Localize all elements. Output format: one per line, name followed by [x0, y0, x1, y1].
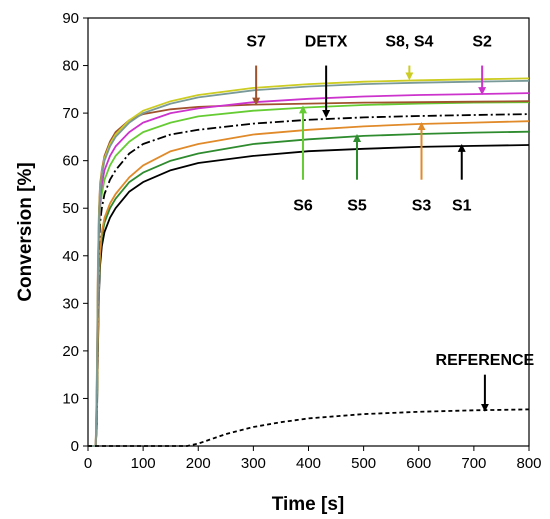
- label-s8-s4: S8, S4: [385, 34, 433, 51]
- series-line-reference: [88, 408, 530, 447]
- series-layer: [88, 77, 530, 447]
- series-line-s8-s4: [88, 79, 530, 447]
- x-tick-label: 800: [516, 455, 541, 472]
- series-line-s1: [88, 144, 530, 447]
- y-tick-label: 60: [62, 153, 79, 170]
- y-tick-label: 30: [62, 295, 79, 312]
- x-tick-label: 100: [131, 455, 156, 472]
- series-line-detx: [88, 113, 530, 447]
- x-tick-label: 400: [296, 455, 321, 472]
- label-s3: S3: [412, 198, 432, 215]
- x-axis-title: Time [s]: [272, 494, 345, 515]
- y-tick-label: 70: [62, 105, 79, 122]
- label-s6: S6: [293, 198, 313, 215]
- label-s7: S7: [246, 34, 266, 51]
- x-tick-label: 300: [241, 455, 266, 472]
- series-line-s3: [88, 120, 530, 447]
- y-tick-label: 90: [62, 10, 79, 27]
- label-detx: DETX: [305, 34, 348, 51]
- y-tick-label: 40: [62, 248, 79, 265]
- x-tick-label: 600: [406, 455, 431, 472]
- series-line-s6: [88, 101, 530, 447]
- y-tick-label: 10: [62, 390, 79, 407]
- series-line-s7: [88, 100, 530, 447]
- y-axis-title: Conversion [%]: [15, 162, 36, 301]
- y-axis-ticks: 0 10 20 30 40 50 60 70 80 90: [62, 10, 88, 455]
- y-tick-label: 20: [62, 343, 79, 360]
- x-axis-ticks: 0 100 200 300 400 500 600 700 800: [84, 446, 542, 472]
- y-tick-label: 50: [62, 200, 79, 217]
- x-tick-label: 0: [84, 455, 92, 472]
- label-s2: S2: [472, 34, 492, 51]
- x-tick-label: 500: [351, 455, 376, 472]
- label-s5: S5: [347, 198, 367, 215]
- y-tick-label: 80: [62, 58, 79, 75]
- x-tick-label: 200: [186, 455, 211, 472]
- label-reference: REFERENCE: [436, 352, 535, 369]
- series-line-s5: [88, 130, 530, 447]
- label-s1: S1: [452, 198, 472, 215]
- y-tick-label: 0: [71, 438, 79, 455]
- x-tick-label: 700: [461, 455, 486, 472]
- annotation-layer: S7 DETX S8, S4 S2 S6 S5 S3 S1 REFERENCE: [246, 34, 535, 412]
